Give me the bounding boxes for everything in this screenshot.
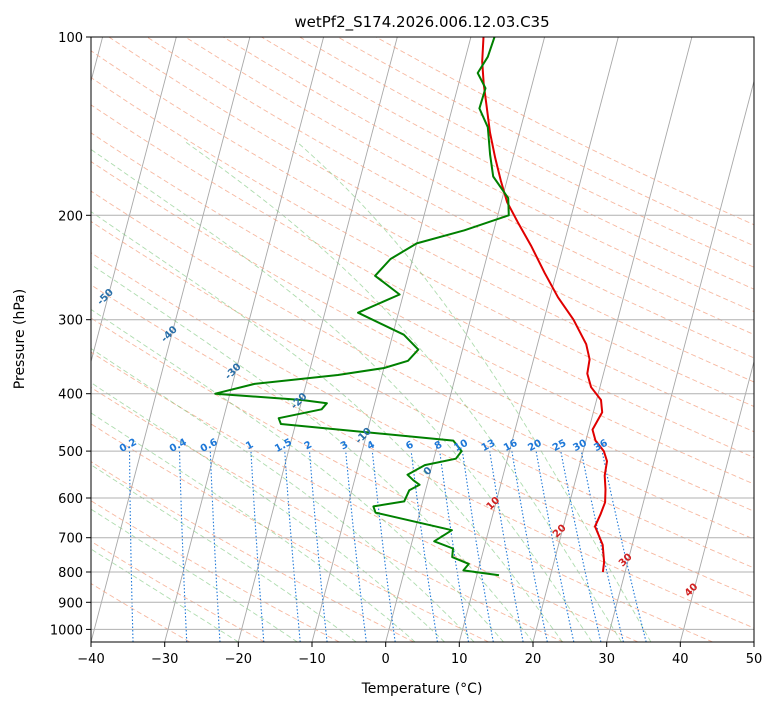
moist-adiabat-line [295,140,652,642]
isotherm-line [311,37,472,642]
dry-adiabat-line [91,583,191,642]
mixing-ratio-line [128,451,134,642]
y-tick-label: 400 [58,388,83,403]
dry-adiabat-line [91,76,754,433]
dry-adiabat-line [91,386,564,642]
y-tick-label: 100 [58,31,83,46]
moist-adiabat-line [91,211,563,642]
dry-adiabat-line [91,461,415,642]
mixing-ratio-line [580,450,624,642]
dry-adiabat-line [91,423,489,642]
dry-adiabat-line [91,540,265,642]
dry-adiabat-line [91,351,639,642]
mixing-ratio-label: 1.5 [273,437,294,455]
moist-adiabat-label: 40 [683,581,701,599]
mixing-ratio-line [209,451,221,642]
moist-adiabat-line [91,508,298,642]
x-tick-label: −40 [77,652,104,667]
x-axis-ticks: −40 −30 −20 −10 0 10 20 30 40 50 [77,642,762,667]
dry-adiabat-line [91,220,754,569]
mixing-ratio-line [308,451,328,642]
mixing-ratio-line [284,451,301,642]
mixing-ratio-label: 1 [244,439,255,452]
isotherm-line [385,37,546,642]
x-tick-label: 50 [746,652,763,667]
mixing-ratio-label: 6 [404,439,415,452]
dry-adiabat-line [91,50,754,407]
isotherm-line [458,37,619,642]
isotherm-line [532,37,693,642]
y-tick-label: 800 [58,566,83,581]
mixing-ratio-line [535,451,575,642]
isotherm-line [679,359,754,642]
profile-series [214,37,608,577]
dry-adiabat-line [375,37,754,226]
dry-adiabat-line [108,37,754,383]
mixing-ratio-label: 8 [433,439,444,452]
x-tick-label: 10 [451,652,468,667]
mixing-ratio-line [560,450,602,642]
mixing-ratio-line [345,451,367,642]
dry-adiabat-label: 0 [422,465,435,478]
y-tick-label: 1000 [50,623,83,638]
x-tick-label: −30 [151,652,178,667]
mixing-ratio-line [410,451,438,642]
isotherm-line [606,79,754,642]
isotherm-line [753,640,754,642]
x-tick-label: −10 [298,652,325,667]
mixing-ratio-line [250,451,265,642]
temperature-profile-line [481,37,608,573]
x-tick-label: −20 [225,652,252,667]
y-axis-label: Pressure (hPa) [12,289,28,389]
dewpoint-profile-line [214,37,510,577]
y-tick-label: 600 [58,492,83,507]
y-tick-label: 200 [58,209,83,224]
dry-adiabat-label: -60 [35,237,56,258]
mixing-ratio-label: 0.6 [199,437,220,455]
background-lines [91,37,754,642]
mixing-ratio-label: 0.4 [168,437,189,455]
isobar-grid [91,37,754,630]
dry-adiabat-label: -50 [95,287,116,308]
isotherm-line [164,37,325,642]
isotherm-line [91,37,251,642]
y-axis-ticks: 100 200 300 400 500 600 700 800 900 1000 [50,31,91,638]
y-tick-label: 500 [58,445,83,460]
dry-adiabat-label: -30 [223,362,244,383]
mixing-ratio-label: 4 [365,439,376,452]
isotherm-line [237,37,398,642]
mixing-ratio-label: 0.2 [118,437,139,455]
dry-adiabat-line [91,284,754,629]
x-tick-label: 40 [672,652,689,667]
mixing-ratio-line [178,451,188,642]
plot-frame [90,36,755,643]
dry-adiabat-label: -40 [159,324,180,345]
chart-title: wetPf2_S174.2026.006.12.03.C35 [294,13,549,32]
dry-adiabat-line [91,161,754,512]
dry-adiabat-line [91,104,754,459]
dry-adiabat-label: -20 [289,391,310,412]
x-tick-label: 0 [382,652,390,667]
isotherm-line [91,37,177,364]
x-axis-label: Temperature (°C) [361,681,483,697]
dry-adiabat-line [91,252,754,599]
y-tick-label: 300 [58,314,83,329]
mixing-ratio-line [601,450,647,642]
y-tick-label: 700 [58,532,83,547]
moist-adiabat-line [184,140,622,642]
dry-adiabat-line [146,37,754,359]
dry-adiabat-line [91,190,754,540]
mixing-ratio-label: 2 [303,439,314,452]
moist-adiabat-label: 30 [617,552,635,570]
mixing-ratio-line [439,451,470,642]
y-tick-label: 900 [58,596,83,611]
mixing-ratio-label: 3 [339,439,350,452]
x-tick-label: 20 [525,652,542,667]
moist-adiabat-line [91,464,357,642]
line-labels: 0.10.20.40.611.52346810131620253036-100-… [35,237,701,599]
dry-adiabat-line [91,317,713,642]
x-tick-label: 30 [598,652,615,667]
